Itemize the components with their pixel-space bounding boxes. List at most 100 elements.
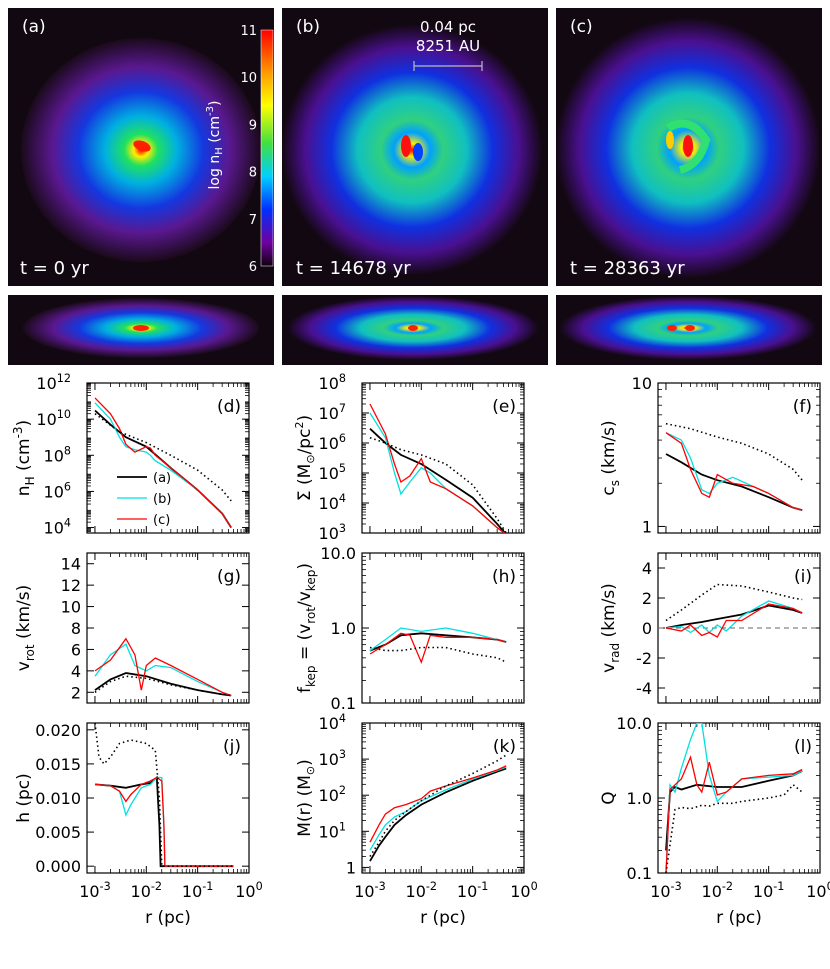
colorbar-tick-label: 7 — [249, 213, 257, 228]
tick-label: 0.1 — [331, 694, 356, 713]
series-line-a — [665, 604, 803, 629]
y-axis-label: M(r) (M⊙) — [295, 759, 317, 836]
series-line-c — [665, 755, 803, 873]
image-panel-a — [8, 8, 274, 286]
tick-label: -2 — [636, 649, 652, 668]
tick-label: 2 — [71, 683, 81, 702]
series-line-b — [665, 723, 803, 873]
x-axis-label: r (pc) — [145, 908, 191, 928]
x-axis-label: r (pc) — [420, 908, 466, 928]
y-axis-label: cs (km/s) — [599, 420, 622, 495]
panel-label: (e) — [492, 397, 516, 417]
series-line-reference — [94, 723, 234, 867]
y-axis-label: Σ (M⊙/pc2) — [293, 415, 317, 501]
tick-label: 1.0 — [331, 619, 356, 638]
colorbar-tick-label: 10 — [240, 71, 257, 86]
tick-label: 108 — [44, 444, 71, 465]
tick-label: 100 — [510, 880, 537, 901]
plot-frame — [361, 382, 525, 534]
tick-label: 104 — [319, 492, 346, 513]
tick-label: 10-2 — [702, 880, 734, 901]
edge-on-strip-a — [8, 295, 274, 365]
legend-label: (a) — [153, 471, 171, 486]
scale-bar: 0.04 pc 8251 AU — [413, 18, 483, 71]
series-line-b — [665, 600, 803, 634]
plot-panel: 1 10 cs (km/s) (f) — [599, 374, 821, 536]
tick-label: 10-3 — [650, 880, 682, 901]
panel-label: (l) — [794, 737, 812, 757]
tick-label: 103 — [319, 748, 346, 769]
plot-panel: 103 104 105 106 107 108 Σ (M⊙/pc2) (e) — [293, 372, 525, 543]
series-line-c — [665, 432, 803, 511]
plot-panel: 10-3 10-2 10-1 100 r (pc) 0.000 0.005 0.010 0.01… — [14, 721, 263, 928]
series-line-c — [94, 637, 232, 697]
tick-label: 2 — [642, 589, 652, 608]
tick-label: 105 — [319, 462, 346, 483]
tick-label: 100 — [235, 880, 262, 901]
scale-bar-au: 8251 AU — [416, 37, 480, 55]
tick-label: 104 — [44, 517, 71, 538]
tick-label: 101 — [319, 820, 346, 841]
series-line-b — [369, 627, 507, 652]
colorbar-tick-label: 6 — [249, 260, 257, 275]
tick-label: 106 — [319, 432, 346, 453]
tick-label: 10 — [61, 598, 81, 617]
series-line-c — [665, 603, 803, 638]
series-line-reference — [369, 754, 507, 857]
tick-label: 10-1 — [182, 880, 214, 901]
edge-on-strip-b — [282, 295, 548, 365]
tick-label: 0.020 — [35, 721, 81, 740]
series-line-a — [94, 672, 232, 697]
series-line-c — [94, 776, 234, 867]
panel-label: (k) — [493, 737, 516, 757]
y-axis-label: vrot (km/s) — [14, 585, 37, 671]
y-axis-label: nH (cm-3) — [11, 420, 37, 496]
tick-label: 10 — [632, 374, 652, 393]
tick-label: 0.015 — [35, 755, 81, 774]
colorbar-label: log nH (cm-3) — [205, 101, 225, 190]
panel-label: (h) — [492, 567, 516, 587]
series-line-a — [665, 770, 803, 851]
series-line-b — [665, 432, 803, 511]
colorbar-tick-label: 8 — [249, 166, 257, 181]
tick-label: 0.005 — [35, 823, 81, 842]
tick-label: 10.0 — [320, 544, 356, 563]
series-line-b — [94, 643, 232, 697]
series-line-reference — [665, 422, 803, 481]
plot-panel: 2 4 6 8 10 12 14 vrot (km/s) (g) — [14, 552, 250, 704]
tick-label: 103 — [319, 522, 346, 543]
series-line-reference — [665, 583, 803, 622]
series-line-reference — [369, 646, 507, 663]
series-line-c — [369, 403, 506, 533]
tick-label: 6 — [71, 640, 81, 659]
tick-label: 12 — [61, 576, 81, 595]
image-time-b: t = 14678 yr — [296, 258, 411, 279]
plot-panel: 10-3 10-2 10-1 100 r (pc) 0.1 1.0 10.0 Q (l) — [599, 714, 830, 928]
panel-label: (j) — [223, 737, 241, 757]
panel-label: (g) — [217, 567, 241, 587]
y-axis-label: Q — [599, 791, 619, 804]
series-line-reference — [94, 675, 232, 697]
tick-label: 4 — [642, 559, 652, 578]
tick-label: 107 — [319, 402, 346, 423]
series-line-reference — [369, 436, 507, 533]
tick-label: 0.000 — [35, 857, 81, 876]
plot-panel: 104 106 108 1010 1012 nH (cm-3) (d) (a) (b) (c) — [11, 372, 250, 538]
tick-label: 8 — [71, 619, 81, 638]
series-line-reference — [665, 783, 803, 873]
tick-label: 14 — [61, 555, 81, 574]
image-time-c: t = 28363 yr — [570, 258, 685, 279]
panel-label: (i) — [794, 567, 812, 587]
tick-label: 1 — [346, 858, 356, 877]
tick-label: 1.0 — [627, 789, 652, 808]
tick-label: 4 — [71, 662, 81, 681]
y-axis-label: vrad (km/s) — [599, 583, 622, 673]
tick-label: 1010 — [36, 408, 71, 429]
image-label-c: (c) — [570, 17, 593, 37]
image-panel-b — [282, 8, 548, 286]
x-axis-label: r (pc) — [716, 908, 762, 928]
plot-panel: -4 -2 0 2 4 vrad (km/s) (i) — [599, 552, 821, 704]
legend-label: (b) — [153, 492, 171, 507]
tick-label: 106 — [44, 480, 71, 501]
panel-label: (d) — [217, 397, 241, 417]
